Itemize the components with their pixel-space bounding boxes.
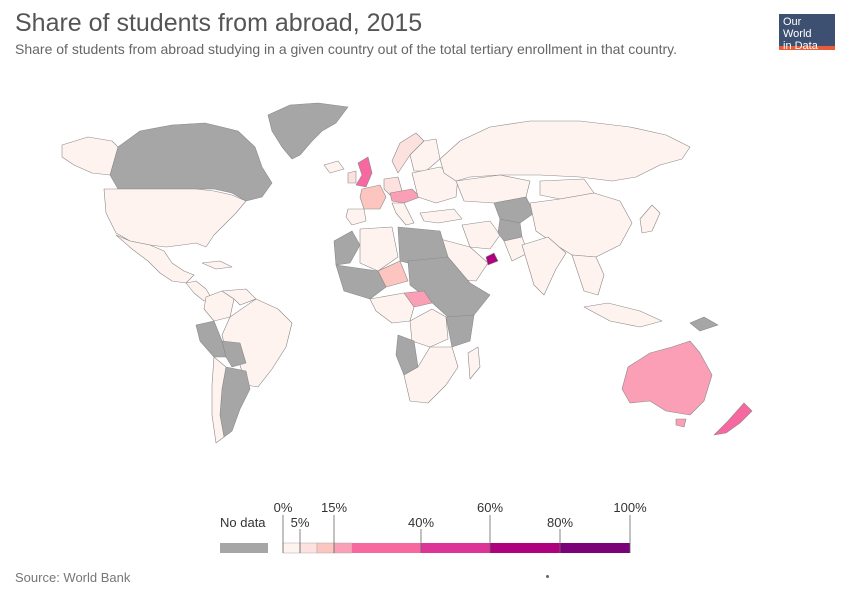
country-ireland[interactable] (347, 170, 357, 184)
tick-label-0: 0% (274, 500, 293, 515)
tick-label-80: 80% (547, 515, 573, 530)
country-bolivia[interactable] (221, 340, 247, 368)
country-mexico[interactable] (115, 234, 195, 284)
country-eastern-europe[interactable] (411, 166, 459, 204)
country-venezuela[interactable] (221, 288, 257, 306)
country-drc[interactable] (409, 308, 449, 348)
country-turkey[interactable] (419, 208, 463, 224)
bin-40-60 (421, 543, 490, 553)
country-peru[interactable] (195, 320, 227, 358)
no-data-label: No data (220, 515, 266, 530)
country-southern-africa[interactable] (403, 346, 459, 404)
tick-label-15: 15% (321, 500, 347, 515)
country-india[interactable] (521, 236, 567, 296)
bin-60-80 (490, 543, 560, 553)
color-scale[interactable]: 0% 5% 15% 40% 60% 80% 100% (274, 500, 647, 554)
country-iceland[interactable] (323, 160, 345, 174)
country-alaska[interactable] (61, 136, 119, 176)
bin-15-20 (333, 542, 353, 554)
bin-20-40 (352, 543, 421, 553)
country-argentina[interactable] (219, 366, 251, 438)
country-papua[interactable] (689, 316, 719, 332)
tick-label-5: 5% (291, 515, 310, 530)
world-map[interactable] (0, 85, 850, 485)
country-tasmania[interactable] (675, 418, 687, 428)
country-west-central-africa[interactable] (369, 292, 415, 324)
logo-line-1: Our World (783, 16, 812, 40)
bin-10-15 (316, 542, 335, 554)
country-southeast-asia[interactable] (571, 254, 605, 296)
dot-marker (546, 575, 549, 578)
country-iran[interactable] (461, 220, 501, 250)
country-madagascar[interactable] (467, 346, 481, 380)
country-morocco-west[interactable] (333, 230, 361, 266)
country-italy[interactable] (391, 202, 415, 226)
country-uk[interactable] (355, 156, 373, 188)
bin-5-10 (299, 542, 318, 554)
country-russia[interactable] (439, 120, 691, 182)
owid-logo[interactable]: Our World in Data (779, 14, 835, 52)
country-central-europe[interactable] (389, 188, 421, 204)
country-new-zealand[interactable] (713, 402, 753, 436)
country-east-africa[interactable] (445, 314, 475, 348)
source-text[interactable]: Source: World Bank (15, 570, 131, 585)
country-spain[interactable] (345, 208, 367, 226)
country-usa[interactable] (103, 188, 247, 248)
page-title: Share of students from abroad, 2015 (15, 9, 423, 37)
country-chile[interactable] (211, 356, 227, 444)
tick-label-100: 100% (613, 500, 647, 515)
country-greenland[interactable] (267, 102, 349, 160)
country-australia[interactable] (621, 340, 713, 416)
country-uae[interactable] (485, 252, 499, 266)
country-central-asia[interactable] (493, 196, 535, 224)
no-data-legend-item[interactable]: No data (220, 515, 268, 553)
tick-label-40: 40% (408, 515, 434, 530)
no-data-swatch (220, 543, 268, 553)
bin-80-100 (560, 543, 630, 553)
page-subtitle: Share of students from abroad studying i… (15, 41, 677, 57)
country-cuba[interactable] (201, 260, 233, 270)
bin-0-5 (282, 542, 301, 554)
country-sahel[interactable] (335, 264, 387, 300)
country-japan[interactable] (639, 204, 661, 234)
color-legend: No data 0% 5% 15% 40% 60% 80% 100% (220, 500, 647, 554)
country-indonesia[interactable] (583, 302, 663, 328)
country-france[interactable] (359, 184, 387, 210)
country-algeria[interactable] (359, 226, 399, 272)
tick-label-60: 60% (477, 500, 503, 515)
logo-line-2: in Data (783, 40, 818, 52)
